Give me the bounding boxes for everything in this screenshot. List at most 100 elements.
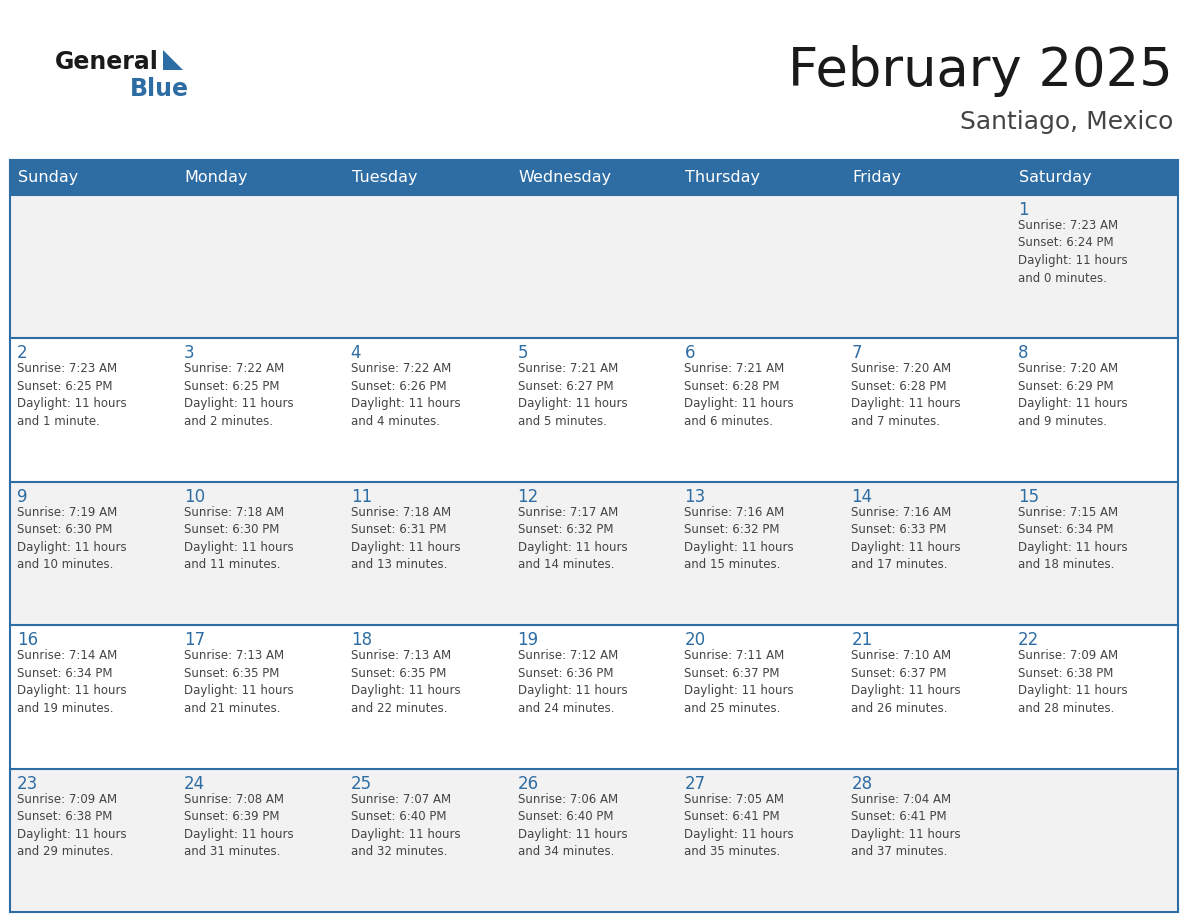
Text: 22: 22 (1018, 632, 1040, 649)
Text: Sunrise: 7:18 AM
Sunset: 6:30 PM
Daylight: 11 hours
and 11 minutes.: Sunrise: 7:18 AM Sunset: 6:30 PM Dayligh… (184, 506, 293, 571)
Text: Monday: Monday (185, 170, 248, 185)
FancyBboxPatch shape (10, 768, 177, 912)
Text: 1: 1 (1018, 201, 1029, 219)
FancyBboxPatch shape (10, 482, 177, 625)
Text: Sunrise: 7:20 AM
Sunset: 6:28 PM
Daylight: 11 hours
and 7 minutes.: Sunrise: 7:20 AM Sunset: 6:28 PM Dayligh… (852, 363, 961, 428)
Text: 5: 5 (518, 344, 529, 363)
Text: Sunrise: 7:06 AM
Sunset: 6:40 PM
Daylight: 11 hours
and 34 minutes.: Sunrise: 7:06 AM Sunset: 6:40 PM Dayligh… (518, 792, 627, 858)
Text: Sunrise: 7:11 AM
Sunset: 6:37 PM
Daylight: 11 hours
and 25 minutes.: Sunrise: 7:11 AM Sunset: 6:37 PM Dayligh… (684, 649, 794, 715)
Text: Sunday: Sunday (18, 170, 78, 185)
Text: Sunrise: 7:08 AM
Sunset: 6:39 PM
Daylight: 11 hours
and 31 minutes.: Sunrise: 7:08 AM Sunset: 6:39 PM Dayligh… (184, 792, 293, 858)
Text: 3: 3 (184, 344, 195, 363)
FancyBboxPatch shape (343, 482, 511, 625)
FancyBboxPatch shape (1011, 625, 1178, 768)
FancyBboxPatch shape (677, 160, 845, 195)
Text: 19: 19 (518, 632, 538, 649)
FancyBboxPatch shape (677, 625, 845, 768)
Text: 13: 13 (684, 487, 706, 506)
Text: 28: 28 (852, 775, 872, 792)
Text: Sunrise: 7:21 AM
Sunset: 6:27 PM
Daylight: 11 hours
and 5 minutes.: Sunrise: 7:21 AM Sunset: 6:27 PM Dayligh… (518, 363, 627, 428)
Text: 16: 16 (17, 632, 38, 649)
Text: 15: 15 (1018, 487, 1040, 506)
Text: Sunrise: 7:20 AM
Sunset: 6:29 PM
Daylight: 11 hours
and 9 minutes.: Sunrise: 7:20 AM Sunset: 6:29 PM Dayligh… (1018, 363, 1127, 428)
Text: 4: 4 (350, 344, 361, 363)
FancyBboxPatch shape (511, 339, 677, 482)
FancyBboxPatch shape (1011, 195, 1178, 339)
Text: 23: 23 (17, 775, 38, 792)
FancyBboxPatch shape (343, 339, 511, 482)
Text: Sunrise: 7:04 AM
Sunset: 6:41 PM
Daylight: 11 hours
and 37 minutes.: Sunrise: 7:04 AM Sunset: 6:41 PM Dayligh… (852, 792, 961, 858)
Text: Sunrise: 7:12 AM
Sunset: 6:36 PM
Daylight: 11 hours
and 24 minutes.: Sunrise: 7:12 AM Sunset: 6:36 PM Dayligh… (518, 649, 627, 715)
Text: Sunrise: 7:15 AM
Sunset: 6:34 PM
Daylight: 11 hours
and 18 minutes.: Sunrise: 7:15 AM Sunset: 6:34 PM Dayligh… (1018, 506, 1127, 571)
Text: 20: 20 (684, 632, 706, 649)
Text: February 2025: February 2025 (789, 45, 1173, 97)
FancyBboxPatch shape (1011, 482, 1178, 625)
Text: Sunrise: 7:14 AM
Sunset: 6:34 PM
Daylight: 11 hours
and 19 minutes.: Sunrise: 7:14 AM Sunset: 6:34 PM Dayligh… (17, 649, 127, 715)
FancyBboxPatch shape (511, 768, 677, 912)
FancyBboxPatch shape (511, 482, 677, 625)
Text: Sunrise: 7:16 AM
Sunset: 6:32 PM
Daylight: 11 hours
and 15 minutes.: Sunrise: 7:16 AM Sunset: 6:32 PM Dayligh… (684, 506, 794, 571)
FancyBboxPatch shape (677, 195, 845, 339)
FancyBboxPatch shape (10, 160, 177, 195)
Text: Sunrise: 7:09 AM
Sunset: 6:38 PM
Daylight: 11 hours
and 29 minutes.: Sunrise: 7:09 AM Sunset: 6:38 PM Dayligh… (17, 792, 127, 858)
Text: 12: 12 (518, 487, 539, 506)
Text: 10: 10 (184, 487, 206, 506)
Polygon shape (163, 50, 183, 70)
Text: Sunrise: 7:23 AM
Sunset: 6:25 PM
Daylight: 11 hours
and 1 minute.: Sunrise: 7:23 AM Sunset: 6:25 PM Dayligh… (17, 363, 127, 428)
Text: Sunrise: 7:23 AM
Sunset: 6:24 PM
Daylight: 11 hours
and 0 minutes.: Sunrise: 7:23 AM Sunset: 6:24 PM Dayligh… (1018, 219, 1127, 285)
Text: Santiago, Mexico: Santiago, Mexico (960, 110, 1173, 134)
Text: General: General (55, 50, 159, 74)
FancyBboxPatch shape (845, 768, 1011, 912)
Text: Sunrise: 7:07 AM
Sunset: 6:40 PM
Daylight: 11 hours
and 32 minutes.: Sunrise: 7:07 AM Sunset: 6:40 PM Dayligh… (350, 792, 460, 858)
Text: 6: 6 (684, 344, 695, 363)
FancyBboxPatch shape (10, 625, 177, 768)
FancyBboxPatch shape (1011, 339, 1178, 482)
Text: Sunrise: 7:13 AM
Sunset: 6:35 PM
Daylight: 11 hours
and 22 minutes.: Sunrise: 7:13 AM Sunset: 6:35 PM Dayligh… (350, 649, 460, 715)
Text: 26: 26 (518, 775, 538, 792)
FancyBboxPatch shape (177, 195, 343, 339)
FancyBboxPatch shape (677, 482, 845, 625)
FancyBboxPatch shape (511, 625, 677, 768)
Text: Saturday: Saturday (1019, 170, 1092, 185)
FancyBboxPatch shape (1011, 768, 1178, 912)
Text: Blue: Blue (129, 77, 189, 101)
Text: Sunrise: 7:22 AM
Sunset: 6:26 PM
Daylight: 11 hours
and 4 minutes.: Sunrise: 7:22 AM Sunset: 6:26 PM Dayligh… (350, 363, 460, 428)
FancyBboxPatch shape (511, 160, 677, 195)
Text: Sunrise: 7:21 AM
Sunset: 6:28 PM
Daylight: 11 hours
and 6 minutes.: Sunrise: 7:21 AM Sunset: 6:28 PM Dayligh… (684, 363, 794, 428)
Text: Sunrise: 7:09 AM
Sunset: 6:38 PM
Daylight: 11 hours
and 28 minutes.: Sunrise: 7:09 AM Sunset: 6:38 PM Dayligh… (1018, 649, 1127, 715)
Text: 8: 8 (1018, 344, 1029, 363)
Text: Sunrise: 7:10 AM
Sunset: 6:37 PM
Daylight: 11 hours
and 26 minutes.: Sunrise: 7:10 AM Sunset: 6:37 PM Dayligh… (852, 649, 961, 715)
Text: 25: 25 (350, 775, 372, 792)
FancyBboxPatch shape (177, 482, 343, 625)
FancyBboxPatch shape (845, 339, 1011, 482)
FancyBboxPatch shape (10, 339, 177, 482)
FancyBboxPatch shape (343, 160, 511, 195)
FancyBboxPatch shape (343, 768, 511, 912)
FancyBboxPatch shape (177, 160, 343, 195)
Text: Sunrise: 7:22 AM
Sunset: 6:25 PM
Daylight: 11 hours
and 2 minutes.: Sunrise: 7:22 AM Sunset: 6:25 PM Dayligh… (184, 363, 293, 428)
FancyBboxPatch shape (343, 195, 511, 339)
Text: Sunrise: 7:18 AM
Sunset: 6:31 PM
Daylight: 11 hours
and 13 minutes.: Sunrise: 7:18 AM Sunset: 6:31 PM Dayligh… (350, 506, 460, 571)
Text: 2: 2 (17, 344, 27, 363)
FancyBboxPatch shape (677, 768, 845, 912)
FancyBboxPatch shape (10, 195, 177, 339)
Text: Sunrise: 7:16 AM
Sunset: 6:33 PM
Daylight: 11 hours
and 17 minutes.: Sunrise: 7:16 AM Sunset: 6:33 PM Dayligh… (852, 506, 961, 571)
Text: Sunrise: 7:19 AM
Sunset: 6:30 PM
Daylight: 11 hours
and 10 minutes.: Sunrise: 7:19 AM Sunset: 6:30 PM Dayligh… (17, 506, 127, 571)
Text: 11: 11 (350, 487, 372, 506)
Text: 18: 18 (350, 632, 372, 649)
Text: Sunrise: 7:17 AM
Sunset: 6:32 PM
Daylight: 11 hours
and 14 minutes.: Sunrise: 7:17 AM Sunset: 6:32 PM Dayligh… (518, 506, 627, 571)
Text: 9: 9 (17, 487, 27, 506)
Text: Thursday: Thursday (685, 170, 760, 185)
Text: Wednesday: Wednesday (519, 170, 612, 185)
FancyBboxPatch shape (511, 195, 677, 339)
FancyBboxPatch shape (1011, 160, 1178, 195)
Text: 24: 24 (184, 775, 206, 792)
FancyBboxPatch shape (177, 339, 343, 482)
FancyBboxPatch shape (677, 339, 845, 482)
Text: Sunrise: 7:05 AM
Sunset: 6:41 PM
Daylight: 11 hours
and 35 minutes.: Sunrise: 7:05 AM Sunset: 6:41 PM Dayligh… (684, 792, 794, 858)
FancyBboxPatch shape (845, 195, 1011, 339)
Text: Sunrise: 7:13 AM
Sunset: 6:35 PM
Daylight: 11 hours
and 21 minutes.: Sunrise: 7:13 AM Sunset: 6:35 PM Dayligh… (184, 649, 293, 715)
FancyBboxPatch shape (177, 625, 343, 768)
FancyBboxPatch shape (177, 768, 343, 912)
FancyBboxPatch shape (845, 625, 1011, 768)
